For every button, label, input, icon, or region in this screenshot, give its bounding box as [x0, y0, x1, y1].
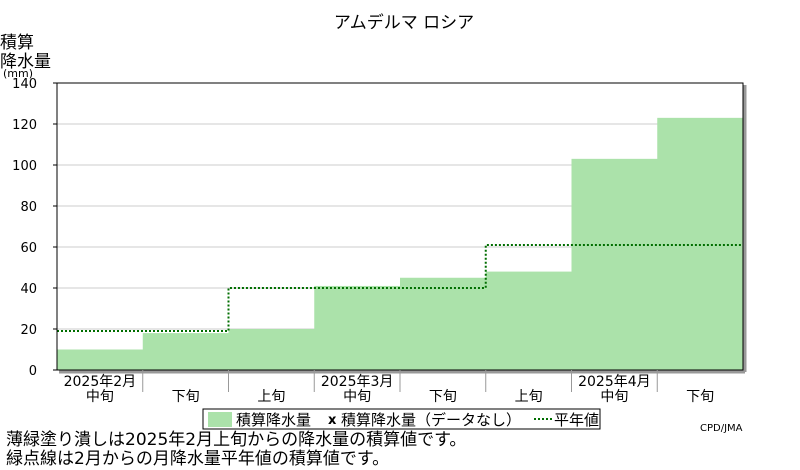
accumulated-precipitation-area	[57, 117, 744, 370]
area-bar-4	[400, 277, 487, 370]
y-axis-label-line-1: 積算	[0, 33, 34, 53]
chart-title: アムデルマ ロシア	[334, 12, 474, 33]
legend-label-no-data: 積算降水量（データなし）	[341, 411, 521, 429]
legend-box	[202, 408, 601, 430]
legend-marker-x: x	[328, 413, 337, 428]
x-period-label-0: 中旬	[86, 389, 114, 405]
x-period-label-4: 下旬	[429, 389, 457, 405]
note-dotted-line-description: 緑点線は2月からの月降水量平年値の積算値です。	[6, 449, 390, 469]
area-bar-7	[657, 117, 744, 370]
legend: 積算降水量 x 積算降水量（データなし） 平年値	[202, 408, 601, 430]
y-tick-label-80: 80	[20, 200, 37, 215]
x-month-label-1: 2025年3月	[321, 374, 394, 390]
note-area-description: 薄緑塗り潰しは2025年2月上旬からの降水量の積算値です。	[6, 430, 467, 450]
normal-step-line	[57, 243, 743, 333]
y-tick-label-120: 120	[12, 118, 37, 133]
legend-label-normal: 平年値	[554, 411, 599, 429]
x-period-label-1: 下旬	[172, 389, 200, 405]
x-period-label-3: 中旬	[343, 389, 371, 405]
y-axis-ticks: 0 20 40 60 80 100 120 140	[12, 77, 57, 379]
y-tick-label-60: 60	[20, 241, 37, 256]
x-period-label-5: 上旬	[515, 389, 543, 405]
area-bar-1	[142, 333, 229, 370]
x-period-label-2: 上旬	[257, 389, 285, 405]
y-tick-label-100: 100	[12, 159, 37, 174]
legend-swatch-accumulated	[208, 412, 232, 427]
y-tick-label-140: 140	[12, 77, 37, 92]
x-axis-ticks: 中旬 下旬 上旬 中旬 下旬 上旬 中旬 下旬 2025年2月 2025年3月 2025年4月	[64, 370, 714, 405]
y-tick-label-0: 0	[29, 364, 37, 379]
x-period-label-7: 下旬	[686, 389, 714, 405]
area-bar-0	[57, 349, 144, 370]
legend-label-accumulated: 積算降水量	[236, 411, 311, 429]
y-tick-label-20: 20	[20, 323, 37, 338]
x-month-label-2: 2025年4月	[578, 374, 651, 390]
area-bar-5	[485, 271, 572, 370]
area-bar-2	[228, 329, 315, 370]
normal-value-line	[57, 243, 743, 333]
y-tick-label-40: 40	[20, 282, 37, 297]
x-month-label-0: 2025年2月	[64, 374, 137, 390]
y-axis-label-line-2: 降水量	[0, 52, 51, 72]
x-period-label-6: 中旬	[600, 389, 628, 405]
area-bar-3	[314, 285, 401, 370]
y-axis-label-unit: (mm)	[3, 67, 33, 80]
area-bar-6	[571, 158, 658, 370]
credit-label: CPD/JMA	[700, 423, 743, 434]
